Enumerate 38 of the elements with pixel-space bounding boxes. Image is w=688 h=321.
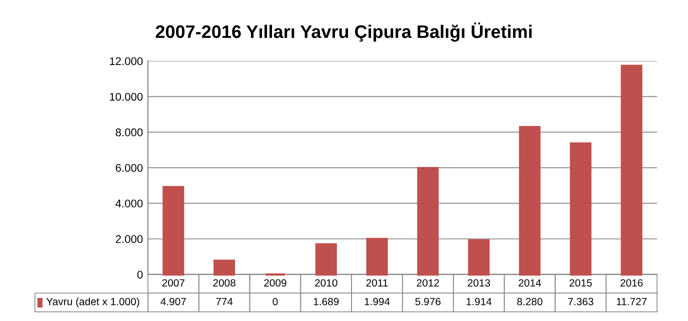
y-tick-label: 2.000	[116, 235, 143, 244]
x-tick-label: 2012	[416, 279, 439, 287]
y-tick-label: 0	[137, 270, 143, 279]
y-tick-label: 6.000	[116, 164, 143, 172]
data-label: 774	[216, 298, 233, 306]
bar	[570, 142, 592, 276]
bar	[468, 239, 490, 276]
y-tick-label: 10.000	[110, 92, 143, 101]
legend-label: Yavru (adet x 1.000)	[46, 298, 140, 308]
data-label: 1.994	[364, 298, 390, 306]
data-label: 8.280	[517, 298, 542, 306]
bar	[162, 186, 184, 276]
data-label: 11.727	[616, 298, 647, 306]
data-label: 5.976	[415, 298, 441, 306]
bar	[620, 64, 642, 276]
x-tick-label: 2007	[162, 279, 184, 287]
bar	[366, 238, 388, 276]
data-label: 0	[272, 298, 278, 306]
data-label: 1.914	[466, 298, 492, 306]
x-tick-label: 2014	[518, 279, 542, 287]
x-tick-label: 2016	[620, 279, 643, 287]
bar	[214, 260, 236, 276]
chart-title: 2007-2016 Yılları Yavru Çipura Balığı Üretimi	[156, 22, 532, 42]
data-label: 4.907	[160, 298, 186, 306]
data-label: 1.689	[314, 298, 339, 306]
x-tick-label: 2011	[366, 279, 388, 287]
x-tick-label: 2009	[264, 279, 286, 287]
x-tick-label: 2010	[315, 279, 338, 287]
y-tick-label: 12.000	[110, 57, 143, 66]
y-tick-label: 8.000	[116, 128, 143, 136]
bar	[417, 167, 439, 276]
x-tick-label: 2013	[468, 279, 490, 287]
bar	[518, 126, 541, 276]
data-label: 7.363	[568, 298, 594, 306]
x-tick-label: 2008	[213, 279, 236, 287]
x-tick-label: 2015	[570, 279, 592, 287]
bar	[315, 243, 337, 276]
y-tick-label: 4.000	[116, 200, 143, 208]
